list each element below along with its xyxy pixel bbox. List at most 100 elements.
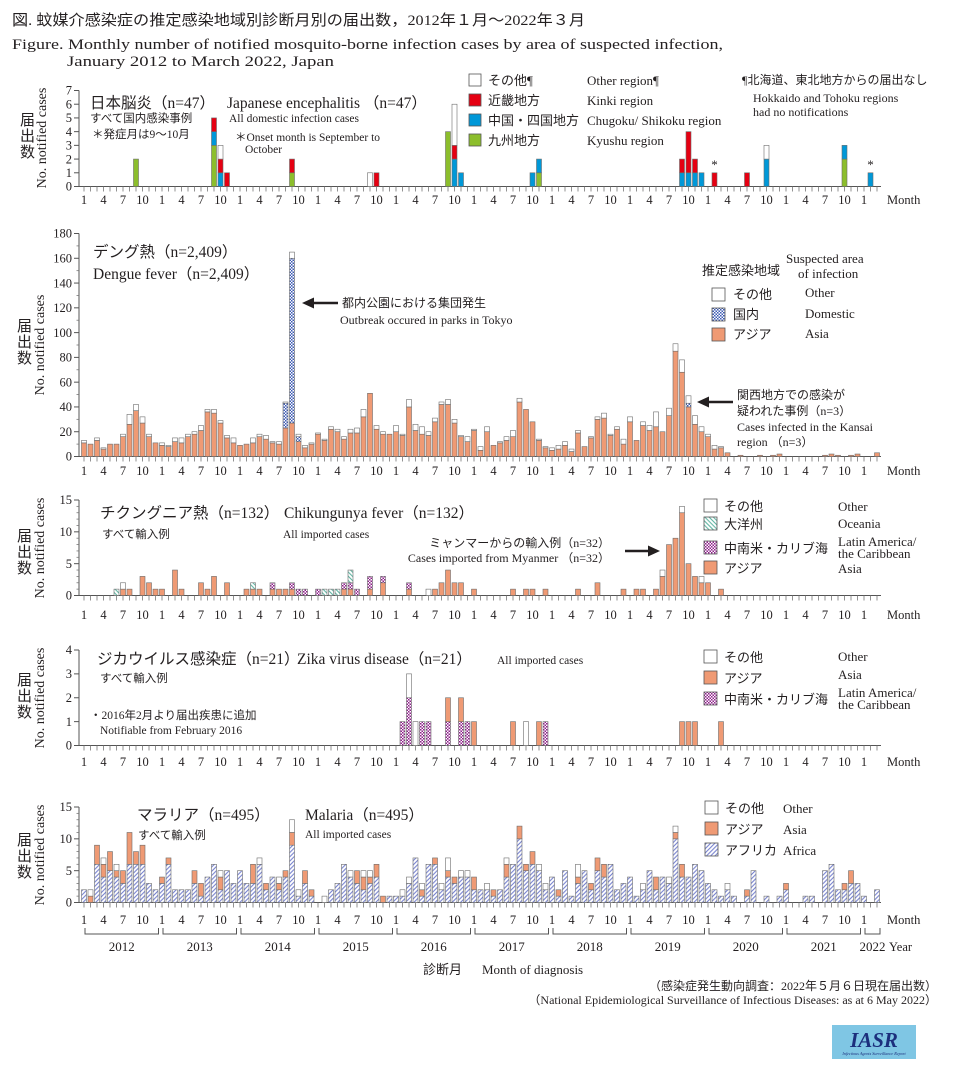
bar-segment xyxy=(685,172,692,187)
bar-segment xyxy=(445,870,451,878)
bar-segment xyxy=(224,435,230,439)
bar-segment xyxy=(776,453,783,457)
chart-title-en: Japanese encephalitis （n=47） xyxy=(227,95,427,112)
y-axis-title-ja: 届出数 xyxy=(15,528,32,576)
bar-segment xyxy=(737,454,744,457)
bar-segment xyxy=(269,582,276,590)
bar-segment xyxy=(185,433,191,437)
bar-segment xyxy=(269,588,276,596)
y-tick-label: 60 xyxy=(60,375,73,389)
bar-segment xyxy=(412,857,419,903)
bar-segment xyxy=(230,442,237,457)
bar-segment xyxy=(607,863,614,903)
bar-segment xyxy=(406,582,412,590)
legend-label-ja: 中南米・カリブ海 xyxy=(724,692,828,707)
bar-segment xyxy=(672,343,679,352)
bar-segment xyxy=(841,883,848,891)
legend-item-other: その他 Other xyxy=(711,285,835,302)
year-bracket xyxy=(786,928,861,935)
bar-segment xyxy=(640,425,646,457)
bar-segment xyxy=(302,447,308,457)
bar-segment xyxy=(373,863,380,878)
bar-segment xyxy=(542,889,549,903)
legend-label-en: Other xyxy=(783,801,813,816)
x-tick-label: 4 xyxy=(100,193,107,207)
x-tick-label: 10 xyxy=(292,464,305,478)
bar-segment xyxy=(243,883,250,903)
bar-segment xyxy=(490,445,497,457)
legend-label-en: Asia xyxy=(805,326,829,341)
bar-segment xyxy=(198,582,204,596)
x-tick-label: 10 xyxy=(448,913,461,927)
bar-segment xyxy=(165,863,172,903)
bar-segment xyxy=(419,895,425,903)
x-tick-label: 10 xyxy=(526,755,539,769)
year-label: 2014 xyxy=(265,939,292,954)
bar-segment xyxy=(640,889,646,903)
bar-segment xyxy=(646,430,653,457)
bar-segment xyxy=(445,857,451,871)
legend-label-en-1: Latin America/ xyxy=(838,685,917,700)
x-tick-label: 10 xyxy=(838,913,851,927)
bar-segment xyxy=(601,412,607,419)
annotation-kansai-en-2: region （n=3） xyxy=(737,435,813,449)
x-tick-label: 4 xyxy=(568,608,575,622)
bar-segment xyxy=(555,448,562,457)
bar-segment xyxy=(516,401,523,457)
bar-segment xyxy=(282,588,289,596)
legend-swatch xyxy=(711,307,726,322)
x-tick-label: 4 xyxy=(490,755,497,769)
bar-segment xyxy=(367,876,373,884)
bar-segment xyxy=(224,437,230,457)
chart-title-en: Malaria（n=495） xyxy=(305,807,424,824)
bar-segment xyxy=(841,889,848,903)
bar-segment xyxy=(666,407,672,416)
legend-label-en: Chugoku/ Shikoku region xyxy=(587,113,722,128)
bar-segment xyxy=(542,883,549,891)
bar-segment xyxy=(113,588,120,596)
bar-segment xyxy=(250,582,256,590)
bar-segment xyxy=(347,870,354,878)
legend-label-ja: 国内 xyxy=(733,307,759,322)
x-tick-label: 4 xyxy=(178,755,185,769)
bar-segment xyxy=(295,889,302,897)
bar-segment xyxy=(243,588,250,596)
x-tick-label: 1 xyxy=(81,755,87,769)
bar-segment xyxy=(120,436,126,457)
bar-segment xyxy=(399,895,406,903)
bar-segment xyxy=(178,437,185,444)
bar-segment xyxy=(458,876,464,903)
legend-label-ja: 大洋州 xyxy=(724,517,763,532)
bar-segment xyxy=(360,876,367,891)
bar-segment xyxy=(568,448,575,452)
bar-segment xyxy=(432,421,438,457)
bar-segment xyxy=(464,721,471,746)
x-tick-label: 10 xyxy=(292,755,305,769)
bar-segment xyxy=(87,443,94,457)
x-axis-title-en: Month of diagnosis xyxy=(482,962,583,977)
bar-segment xyxy=(848,870,854,884)
legend-swatch xyxy=(704,842,719,857)
legend-label-ja: アフリカ xyxy=(725,843,777,858)
x-tick-label: 4 xyxy=(412,608,419,622)
bar-segment xyxy=(432,588,438,596)
legend-label-ja: アジア xyxy=(733,327,771,342)
bar-segment xyxy=(386,433,393,457)
bar-segment xyxy=(302,883,308,903)
bar-segment xyxy=(666,415,672,457)
bar-segment xyxy=(328,588,334,596)
bar-segment xyxy=(354,427,360,434)
bar-segment xyxy=(536,158,542,174)
year-label: 2018 xyxy=(577,939,603,954)
legend-item-africa: アフリカ Africa xyxy=(704,842,816,858)
x-tick-label: 7 xyxy=(588,193,594,207)
bar-segment xyxy=(575,883,581,903)
bar-segment xyxy=(601,863,607,878)
x-tick-label: 7 xyxy=(588,755,594,769)
bar-segment xyxy=(380,433,386,457)
bar-segment xyxy=(594,857,601,871)
bar-segment xyxy=(308,889,315,897)
bar-segment xyxy=(289,832,295,846)
bar-segment xyxy=(81,440,87,444)
